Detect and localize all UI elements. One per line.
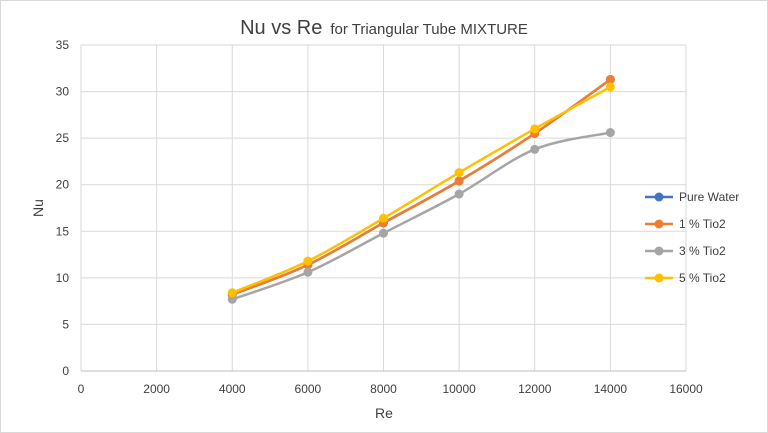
chart-subtitle: for Triangular Tube MIXTURE bbox=[330, 21, 528, 38]
y-tick-label: 15 bbox=[56, 224, 70, 238]
data-point bbox=[454, 189, 464, 199]
legend-item: 5 % Tio2 bbox=[645, 271, 726, 285]
legend: Pure Water 1 % Tio2 3 % Tio2 5 % Tio2 bbox=[645, 190, 739, 285]
x-tick-label: 0 bbox=[78, 382, 85, 396]
x-tick-label: 8000 bbox=[370, 382, 397, 396]
x-tick-label: 6000 bbox=[295, 382, 322, 396]
series-line bbox=[231, 85, 611, 294]
series-1 bbox=[227, 74, 615, 300]
data-point bbox=[605, 128, 615, 138]
x-tick-label: 14000 bbox=[594, 382, 628, 396]
data-point bbox=[303, 256, 313, 266]
series-group bbox=[227, 74, 615, 304]
series-4 bbox=[227, 82, 615, 298]
data-point bbox=[605, 74, 615, 84]
legend-label: 5 % Tio2 bbox=[679, 271, 726, 285]
y-tick-label: 20 bbox=[56, 178, 70, 192]
data-point bbox=[454, 168, 464, 178]
data-point bbox=[530, 124, 540, 134]
y-tick-label: 25 bbox=[56, 131, 70, 145]
x-tick-label: 2000 bbox=[143, 382, 170, 396]
data-point bbox=[454, 176, 464, 186]
axes: 0 2000 4000 6000 8000 10000 12000 14000 16000 0 5 1… bbox=[56, 38, 703, 396]
data-point bbox=[227, 294, 237, 304]
x-tick-label: 12000 bbox=[518, 382, 552, 396]
y-axis-title: Nu bbox=[30, 199, 46, 217]
legend-marker bbox=[654, 273, 664, 283]
x-tick-label: 4000 bbox=[219, 382, 246, 396]
x-tick-label: 16000 bbox=[669, 382, 703, 396]
legend-marker bbox=[654, 246, 664, 256]
legend-marker bbox=[654, 219, 664, 229]
data-point bbox=[530, 144, 540, 154]
legend-item: 1 % Tio2 bbox=[645, 217, 726, 231]
legend-item: 3 % Tio2 bbox=[645, 244, 726, 258]
series-line bbox=[231, 78, 612, 296]
x-axis-title: Re bbox=[375, 405, 393, 421]
y-tick-label: 35 bbox=[56, 38, 70, 52]
data-point bbox=[605, 82, 615, 92]
data-point bbox=[379, 213, 388, 223]
data-point bbox=[379, 228, 388, 238]
legend-marker bbox=[654, 192, 664, 202]
chart-title: Nu vs Re for Triangular Tube MIXTURE bbox=[240, 17, 528, 39]
data-point bbox=[227, 288, 237, 298]
y-tick-label: 10 bbox=[56, 271, 70, 285]
legend-label: 3 % Tio2 bbox=[679, 244, 726, 258]
data-point bbox=[303, 267, 313, 277]
y-tick-label: 0 bbox=[62, 364, 69, 378]
legend-label: 1 % Tio2 bbox=[679, 217, 726, 231]
series-2 bbox=[227, 74, 615, 300]
chart-title-main: Nu vs Re bbox=[240, 17, 322, 39]
series-3 bbox=[227, 128, 615, 304]
y-tick-label: 5 bbox=[62, 317, 69, 331]
y-tick-label: 30 bbox=[56, 85, 70, 99]
legend-item: Pure Water bbox=[645, 190, 739, 204]
x-tick-label: 10000 bbox=[442, 382, 476, 396]
series-line bbox=[231, 78, 612, 296]
legend-label: Pure Water bbox=[679, 190, 739, 204]
